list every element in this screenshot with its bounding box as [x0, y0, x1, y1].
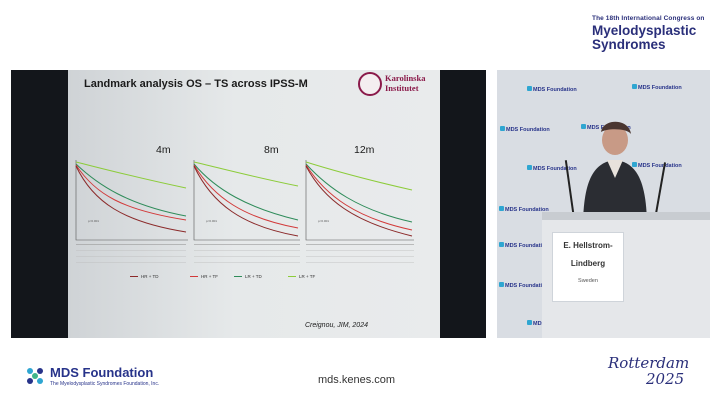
speaker-name-plate: E. Hellstrom- Lindberg Sweden [552, 232, 624, 302]
mds-foundation-icon [27, 368, 43, 384]
logo-text-1: Karolinska [385, 73, 426, 83]
karolinska-seal-icon [358, 72, 382, 96]
panel-label-4m: 4m [156, 144, 171, 156]
legend-lr-tf: LR + TF [288, 274, 315, 279]
backdrop-logo: MDS Foundation [500, 126, 550, 133]
backdrop-logo: MDS Foundation [632, 84, 682, 91]
presentation-slide: Landmark analysis OS – TS across IPSS-M … [68, 70, 440, 338]
lectern-top [542, 212, 710, 222]
legend-hr-tf: HR + TF [190, 274, 218, 279]
panel-label-8m: 8m [264, 144, 279, 156]
speaker-country: Sweden [578, 278, 598, 284]
backdrop-logo: MDS Foundation [632, 162, 682, 169]
speaker-video: MDS Foundation MDS Foundation MDS Founda… [497, 70, 710, 338]
slide-citation: Creignou, JIM, 2024 [304, 322, 368, 329]
backdrop-logo: MDS Foundation [499, 206, 549, 213]
km-panel-2: p<0.001 [193, 160, 300, 241]
org-name: MDS Foundation [50, 365, 154, 380]
legend-lr-td: LR + TD [234, 274, 262, 279]
karolinska-logo: Karolinska Institutet [358, 72, 428, 100]
congress-url: mds.kenes.com [318, 374, 396, 386]
km-panel-3: p<0.001 [305, 160, 414, 241]
svg-text:p<0.001: p<0.001 [206, 219, 217, 223]
legend-swatch [234, 275, 242, 278]
svg-text:p<0.001: p<0.001 [318, 219, 329, 223]
mds-foundation-logo: MDS Foundation The Myelodysplastic Syndr… [24, 365, 204, 395]
slide-frame: Landmark analysis OS – TS across IPSS-M … [11, 70, 486, 338]
backdrop-logo: MDS Foundation [499, 282, 549, 289]
speaker-figure [583, 121, 647, 228]
backdrop-logo: MDS Foundation [527, 86, 577, 93]
legend-swatch [190, 275, 198, 278]
km-plots: p<0.001 p<0.001 p<0.001 [75, 160, 414, 263]
congress-year: 2025 [646, 370, 685, 388]
congress-title: The 18th International Congress on Myelo… [592, 15, 712, 52]
congress-edition: The 18th International Congress on [592, 15, 705, 22]
svg-text:p<0.001: p<0.001 [88, 219, 99, 223]
legend-swatch [288, 275, 296, 278]
congress-name-2: Syndromes [592, 37, 666, 52]
km-panel-1: p<0.001 [75, 160, 188, 241]
speaker-name-2: Lindberg [570, 259, 606, 268]
speaker-name-1: E. Hellstrom- [563, 241, 613, 250]
risk-tables [76, 244, 414, 263]
rotterdam-logo: Rotterdam 2025 [608, 355, 708, 387]
legend-hr-td: HR + TD [130, 274, 159, 279]
panel-label-12m: 12m [354, 144, 375, 156]
congress-name-1: Myelodysplastic [592, 22, 697, 38]
slide-title: Landmark analysis OS – TS across IPSS-M [84, 78, 308, 90]
backdrop-logo: MDS Foundation [499, 242, 549, 249]
org-subtitle: The Myelodysplastic Syndromes Foundation… [50, 381, 160, 387]
city-name: Rotterdam [608, 354, 690, 372]
legend-swatch [130, 275, 138, 278]
logo-text-2: Institutet [385, 83, 419, 93]
backdrop-logo: MDS Foundation [527, 165, 577, 172]
